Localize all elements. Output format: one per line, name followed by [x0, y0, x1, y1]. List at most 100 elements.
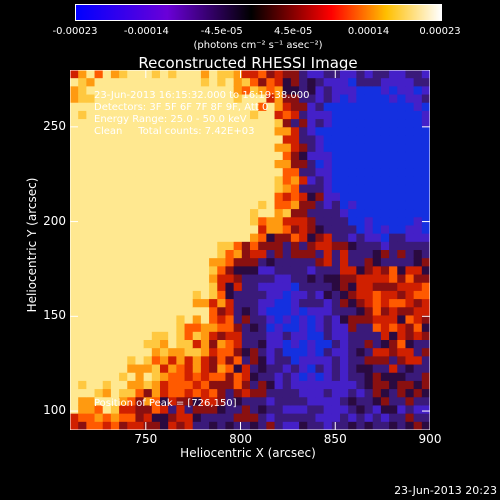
image-pixel: [364, 127, 374, 136]
image-pixel: [348, 348, 357, 357]
image-pixel: [127, 176, 136, 186]
image-pixel: [143, 209, 153, 218]
image-pixel: [110, 160, 120, 169]
image-pixel: [225, 282, 235, 292]
image-pixel: [78, 127, 87, 136]
image-pixel: [241, 70, 251, 79]
image-pixel: [168, 380, 177, 390]
image-pixel: [70, 225, 79, 235]
image-pixel: [307, 102, 316, 112]
image-pixel: [110, 315, 120, 325]
image-pixel: [135, 135, 145, 145]
image-pixel: [258, 389, 267, 398]
image-pixel: [135, 110, 145, 120]
image-pixel: [397, 127, 406, 136]
image-pixel: [86, 356, 96, 366]
image-pixel: [323, 151, 333, 161]
image-pixel: [78, 225, 87, 235]
image-pixel: [397, 380, 406, 390]
image-pixel: [209, 331, 218, 341]
image-pixel: [258, 233, 267, 243]
image-pixel: [258, 168, 267, 177]
image-pixel: [78, 413, 87, 423]
image-pixel: [372, 168, 382, 177]
image-pixel: [184, 405, 194, 415]
image-pixel: [143, 168, 153, 177]
image-pixel: [274, 356, 284, 366]
image-pixel: [94, 299, 104, 308]
image-pixel: [143, 258, 153, 267]
image-pixel: [282, 225, 292, 235]
image-pixel: [250, 282, 259, 292]
image-pixel: [209, 266, 218, 276]
image-pixel: [184, 372, 194, 382]
image-pixel: [192, 168, 202, 177]
image-pixel: [78, 356, 87, 366]
image-pixel: [225, 421, 235, 430]
image-pixel: [192, 102, 202, 112]
image-pixel: [70, 78, 79, 87]
image-pixel: [364, 135, 374, 145]
image-pixel: [86, 421, 96, 430]
image-pixel: [323, 250, 333, 259]
image-pixel: [119, 176, 128, 186]
image-pixel: [372, 364, 382, 374]
image-pixel: [250, 102, 259, 112]
image-pixel: [200, 331, 210, 341]
image-pixel: [200, 217, 210, 226]
image-pixel: [315, 233, 325, 243]
image-pixel: [143, 380, 153, 390]
image-pixel: [250, 86, 259, 96]
image-pixel: [102, 282, 112, 292]
image-pixel: [299, 274, 308, 284]
image-pixel: [192, 340, 202, 349]
image-pixel: [405, 380, 415, 390]
image-pixel: [380, 86, 390, 96]
image-pixel: [135, 274, 145, 284]
image-pixel: [258, 266, 267, 276]
image-pixel: [421, 405, 430, 415]
image-pixel: [119, 119, 128, 128]
image-pixel: [307, 331, 316, 341]
image-pixel: [250, 290, 259, 300]
image-pixel: [299, 110, 308, 120]
image-pixel: [397, 217, 406, 226]
image-pixel: [266, 348, 276, 357]
image-pixel: [168, 217, 177, 226]
image-pixel: [135, 151, 145, 161]
image-pixel: [151, 380, 161, 390]
image-pixel: [135, 372, 145, 382]
image-pixel: [192, 364, 202, 374]
image-pixel: [250, 127, 259, 136]
image-pixel: [192, 299, 202, 308]
image-pixel: [119, 110, 128, 120]
image-pixel: [340, 364, 349, 374]
image-pixel: [119, 250, 128, 259]
image-pixel: [274, 397, 284, 406]
image-pixel: [127, 233, 136, 243]
image-pixel: [192, 307, 202, 316]
image-pixel: [340, 110, 349, 120]
image-pixel: [348, 102, 357, 112]
image-pixel: [94, 78, 104, 87]
image-pixel: [200, 78, 210, 87]
image-pixel: [78, 266, 87, 276]
image-pixel: [413, 348, 423, 357]
image-pixel: [290, 323, 300, 333]
image-pixel: [102, 225, 112, 235]
image-pixel: [274, 380, 284, 390]
image-pixel: [307, 94, 316, 104]
image-pixel: [397, 290, 406, 300]
image-pixel: [70, 70, 79, 79]
image-pixel: [405, 233, 415, 243]
image-pixel: [151, 70, 161, 79]
image-pixel: [299, 282, 308, 292]
image-pixel: [119, 315, 128, 325]
image-pixel: [389, 315, 398, 325]
image-pixel: [356, 307, 366, 316]
image-pixel: [151, 405, 161, 415]
image-pixel: [405, 307, 415, 316]
image-pixel: [323, 200, 333, 210]
image-pixel: [389, 380, 398, 390]
image-pixel: [258, 225, 267, 235]
